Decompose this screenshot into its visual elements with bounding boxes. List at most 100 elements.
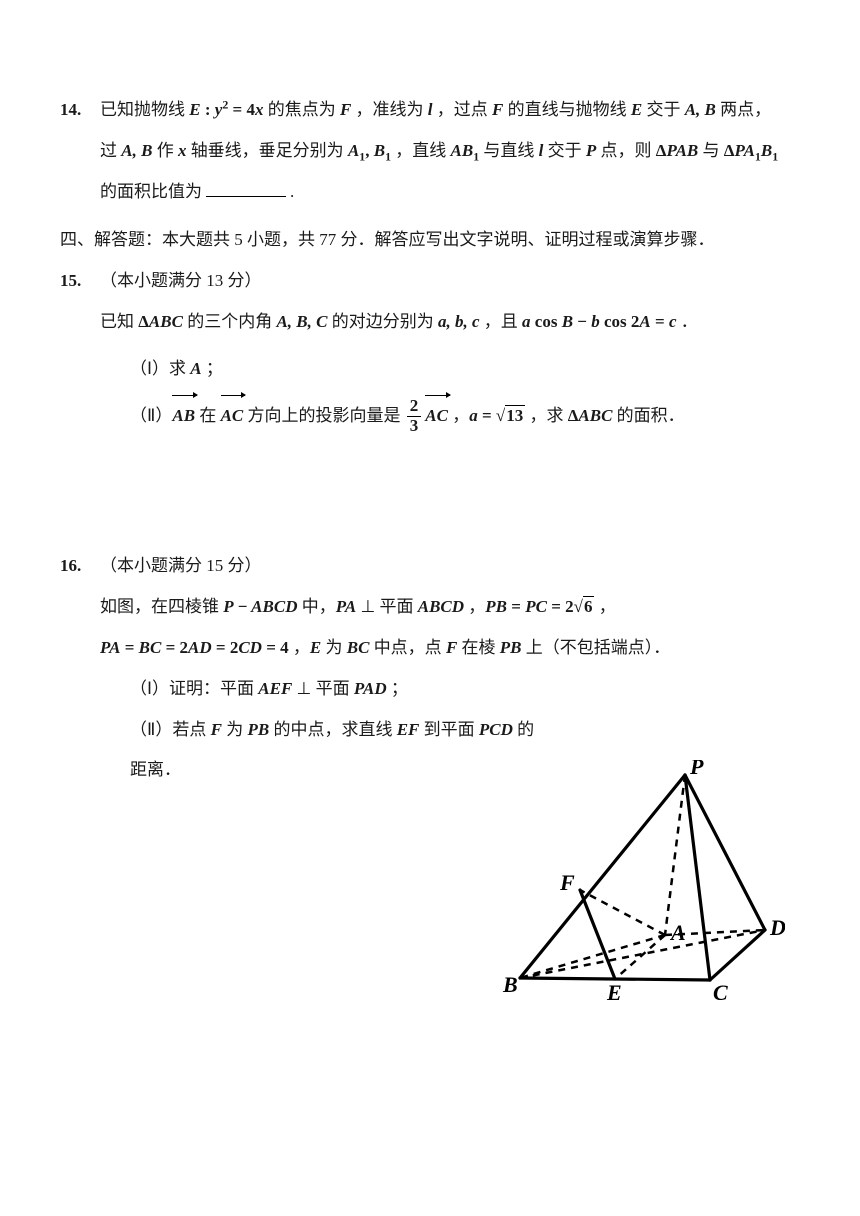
radicand: 6 (583, 596, 595, 616)
text: （Ⅱ） (130, 406, 172, 425)
vector: AB (172, 396, 195, 437)
var: F (446, 638, 457, 657)
pyramid-figure: P A D C B E F (485, 760, 785, 1010)
label-F: F (559, 870, 575, 895)
label-P: P (689, 760, 704, 779)
var: BC (347, 638, 370, 657)
var: EF (397, 720, 420, 739)
text: ； (387, 679, 408, 698)
var: F (340, 100, 351, 119)
label-C: C (713, 980, 728, 1005)
text: ，准线为 (351, 100, 428, 119)
text: 的面积． (612, 406, 684, 425)
label-E: E (606, 980, 622, 1005)
text: ， (289, 638, 310, 657)
label-A: A (669, 920, 686, 945)
text: 的直线与抛物线 (503, 100, 631, 119)
var: PAD (354, 679, 387, 698)
text: 的焦点为 (263, 100, 340, 119)
var: ABCD (418, 597, 464, 616)
q15-part2: （Ⅱ）AB 在 AC 方向上的投影向量是 23AC ，a = √13 ，求 ΔA… (60, 396, 800, 437)
answer-blank (206, 179, 286, 197)
var: a, b, c (438, 312, 480, 331)
text: 点，则 (596, 141, 656, 160)
text: 到平面 (419, 720, 479, 739)
q15-part1: （Ⅰ）求 A ； (60, 349, 800, 390)
text: 方向上的投影向量是 (243, 406, 405, 425)
text: 的三个内角 (183, 312, 277, 331)
var: PB (500, 638, 522, 657)
page: 14. 已知抛物线 E : y2 = 4x 的焦点为 F ，准线为 l ，过点 … (0, 0, 860, 1216)
text: 为 (321, 638, 347, 657)
text: 过 (100, 141, 121, 160)
text: 轴垂线，垂足分别为 (186, 141, 348, 160)
q14-number: 14. (60, 90, 100, 131)
var: F (492, 100, 503, 119)
var: F (211, 720, 222, 739)
q16-number: 16. (60, 546, 100, 587)
text: 与 (698, 141, 724, 160)
text: ，且 (480, 312, 523, 331)
text: （Ⅰ）求 (130, 359, 190, 378)
q14-line1: 已知抛物线 E : y2 = 4x 的焦点为 F ，准线为 l ，过点 F 的直… (100, 90, 800, 131)
question-16: 16. （本小题满分 15 分） (60, 546, 800, 587)
text: 在棱 (457, 638, 500, 657)
text: ． (676, 312, 697, 331)
text: 的面积比值为 (100, 182, 202, 201)
q15-line1: 已知 ΔABC 的三个内角 A, B, C 的对边分别为 a, b, c ，且 … (60, 302, 800, 343)
text: 已知抛物线 (100, 100, 189, 119)
text: （Ⅱ）若点 (130, 720, 211, 739)
q16-line1: 如图，在四棱锥 P − ABCD 中，PA ⊥ 平面 ABCD ，PB = PC… (60, 587, 800, 628)
text: 作 (152, 141, 178, 160)
q16-part2: （Ⅱ）若点 F 为 PB 的中点，求直线 EF 到平面 PCD 的距离． (60, 710, 550, 792)
text: 中点，点 (369, 638, 446, 657)
q15-points: （本小题满分 13 分） (100, 261, 800, 302)
text: ，求 (525, 406, 568, 425)
q14-line3: 的面积比值为. (60, 172, 800, 213)
var: AEF (258, 679, 292, 698)
text: ， (594, 597, 615, 616)
vector: AC (425, 396, 448, 437)
var: PB (247, 720, 269, 739)
var: PA (336, 597, 356, 616)
text: 在 (195, 406, 221, 425)
text: 交于 (642, 100, 685, 119)
var: A, B (121, 141, 152, 160)
text: ； (202, 359, 223, 378)
text: 中， (297, 597, 335, 616)
q16-line2: PA = BC = 2AD = 2CD = 4 ，E 为 BC 中点，点 F 在… (60, 628, 800, 669)
num: 2 (407, 397, 422, 416)
q16-points: （本小题满分 15 分） (100, 546, 800, 587)
text: ， (448, 406, 469, 425)
var: E (310, 638, 321, 657)
var: A, B (685, 100, 716, 119)
question-14: 14. 已知抛物线 E : y2 = 4x 的焦点为 F ，准线为 l ，过点 … (60, 90, 800, 131)
q15-number: 15. (60, 261, 100, 302)
text: 为 (222, 720, 248, 739)
question-15: 15. （本小题满分 13 分） (60, 261, 800, 302)
vector: AC (221, 396, 244, 437)
text: ⊥ 平面 (356, 597, 418, 616)
text: 已知 (100, 312, 138, 331)
text: 的对边分别为 (327, 312, 438, 331)
var: E (631, 100, 642, 119)
text: 的中点，求直线 (269, 720, 397, 739)
var: PCD (479, 720, 513, 739)
section-4-heading: 四、解答题：本大题共 5 小题，共 77 分．解答应写出文字说明、证明过程或演算… (60, 220, 800, 261)
text: 与直线 (479, 141, 539, 160)
text: 上（不包括端点）． (522, 638, 671, 657)
text: ， (464, 597, 485, 616)
text: 交于 (543, 141, 586, 160)
den: 3 (407, 416, 422, 436)
q14-line2: 过 A, B 作 x 轴垂线，垂足分别为 A1, B1 ，直线 AB1 与直线 … (60, 131, 800, 172)
text: . (290, 182, 294, 201)
text: ，过点 (433, 100, 493, 119)
var: A (190, 359, 201, 378)
var: A, B, C (276, 312, 327, 331)
var: P (586, 141, 596, 160)
text: （Ⅰ）证明：平面 (130, 679, 258, 698)
q16-part1: （Ⅰ）证明：平面 AEF ⊥ 平面 PAD ； (60, 669, 800, 710)
text: ，直线 (391, 141, 451, 160)
text: ⊥ 平面 (292, 679, 354, 698)
label-D: D (769, 915, 785, 940)
